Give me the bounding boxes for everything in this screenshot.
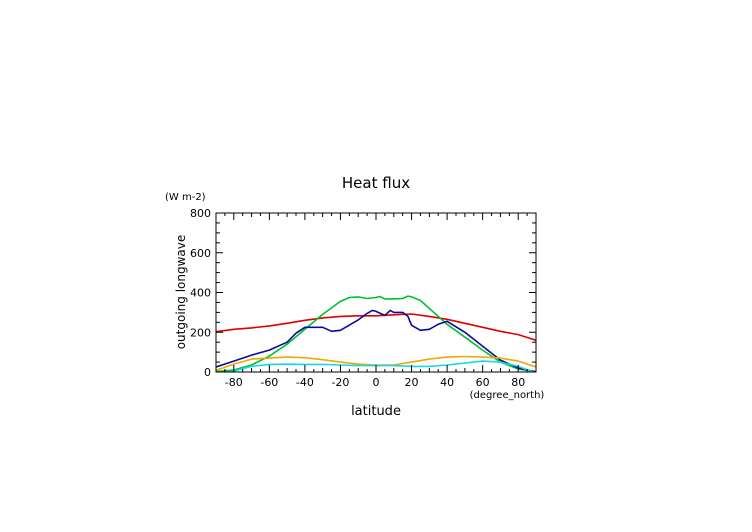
x-tick-label: 60 — [476, 376, 490, 389]
chart-title: Heat flux — [342, 174, 410, 192]
x-tick-label: -60 — [260, 376, 278, 389]
x-tick-label: -80 — [225, 376, 243, 389]
series-line-3 — [216, 309, 536, 372]
series-line-2 — [216, 295, 536, 372]
x-tick-label: -20 — [331, 376, 349, 389]
y-tick-label: 400 — [190, 287, 211, 300]
x-tick-label: -40 — [296, 376, 314, 389]
y-tick-label: 800 — [190, 207, 211, 220]
x-tick-label: 40 — [440, 376, 454, 389]
series-line-1 — [216, 313, 536, 341]
y-tick-label: 0 — [204, 366, 211, 379]
x-tick-label: 80 — [511, 376, 525, 389]
x-axis-label: latitude — [351, 404, 401, 419]
series-layer — [216, 295, 536, 372]
y-unit-label: (W m-2) — [165, 192, 206, 203]
plot-frame — [215, 212, 537, 373]
y-tick-label: 200 — [190, 326, 211, 339]
x-unit-label: (degree_north) — [470, 390, 545, 401]
x-tick-label: 20 — [405, 376, 419, 389]
y-tick-label: 600 — [190, 247, 211, 260]
y-axis-label: outgoing longwave — [174, 235, 188, 350]
x-tick-label: 0 — [373, 376, 380, 389]
